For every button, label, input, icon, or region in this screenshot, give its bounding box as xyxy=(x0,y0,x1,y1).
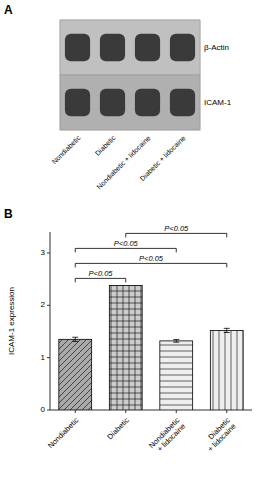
x-tick-label-line: Diabetic xyxy=(105,416,131,442)
bar xyxy=(160,341,193,410)
blot-band xyxy=(170,34,195,62)
error-bar-cap xyxy=(173,342,179,343)
y-tick xyxy=(47,410,50,411)
error-bar-cap xyxy=(224,328,230,329)
blot-band xyxy=(135,89,160,117)
chart-container: Aβ-Actin ICAM-1 Nondiabetic Diabetic Nondiab… xyxy=(0,0,261,500)
significance-label: P<0.05 xyxy=(114,239,139,248)
significance-bracket xyxy=(75,263,227,267)
panel-label: A xyxy=(4,3,13,17)
x-tick-label: Diabetic+ lidocaine xyxy=(200,416,238,454)
blot-band xyxy=(170,89,195,117)
error-bar xyxy=(72,337,78,341)
error-bar-cap xyxy=(72,337,78,338)
blot-band xyxy=(65,89,90,117)
significance-bracket xyxy=(75,248,176,252)
x-tick-label: Nondiabetic+ lidocaine xyxy=(147,416,187,456)
y-tick xyxy=(47,357,50,358)
significance-label: P<0.05 xyxy=(89,269,114,278)
error-bar-cap xyxy=(173,339,179,340)
significance-bracket xyxy=(75,278,126,282)
y-axis-line xyxy=(50,232,51,410)
y-tick-label: 1 xyxy=(41,353,46,362)
plot-marks xyxy=(59,285,243,410)
y-tick xyxy=(47,305,50,306)
blot-row-label: ICAM-1 xyxy=(204,98,232,107)
x-tick xyxy=(125,410,126,413)
chart-svg: Aβ-Actin ICAM-1 Nondiabetic Diabetic Nondiab… xyxy=(0,0,261,500)
blot-row xyxy=(60,20,200,75)
error-bar xyxy=(173,340,179,343)
x-tick xyxy=(226,410,227,413)
error-bar-line xyxy=(75,337,76,341)
blot-band xyxy=(135,34,160,62)
blot-band xyxy=(100,89,125,117)
bar xyxy=(109,285,142,410)
bar xyxy=(210,330,243,410)
bar xyxy=(59,339,92,410)
significance-label: P<0.05 xyxy=(164,224,189,233)
error-bar-cap xyxy=(224,332,230,333)
x-tick xyxy=(176,410,177,413)
blot-frame xyxy=(60,20,200,130)
x-tick-label-line: + lidocaine xyxy=(206,422,238,454)
error-bar xyxy=(224,328,230,332)
error-bar-line xyxy=(226,328,227,332)
significance-bracket xyxy=(126,233,227,237)
y-axis-label: ICAM-1 expression xyxy=(7,287,16,355)
x-tick xyxy=(75,410,76,413)
y-tick-label: 2 xyxy=(41,300,46,309)
blot-band xyxy=(65,34,90,62)
significance-label: P<0.05 xyxy=(139,254,164,263)
x-tick-label-line: Nondiabetic xyxy=(46,416,81,451)
blot-lane-label: Diabetic xyxy=(94,134,117,157)
error-bar-cap xyxy=(72,341,78,342)
y-tick xyxy=(47,252,50,253)
blot-row xyxy=(60,75,200,130)
x-tick-label: Diabetic xyxy=(105,416,131,442)
blot-row-label: β-Actin xyxy=(204,43,229,52)
panel-label: B xyxy=(4,207,13,221)
y-tick-label: 0 xyxy=(41,405,46,414)
blot-lane-label: Nondiabetic xyxy=(51,134,82,165)
y-tick-label: 3 xyxy=(41,248,46,257)
x-tick-label-line: + lidocaine xyxy=(155,422,187,454)
blot-lane-label: Diabetic + lidocaine xyxy=(139,134,187,182)
blot-band xyxy=(100,34,125,62)
x-tick-label: Nondiabetic xyxy=(46,416,81,451)
